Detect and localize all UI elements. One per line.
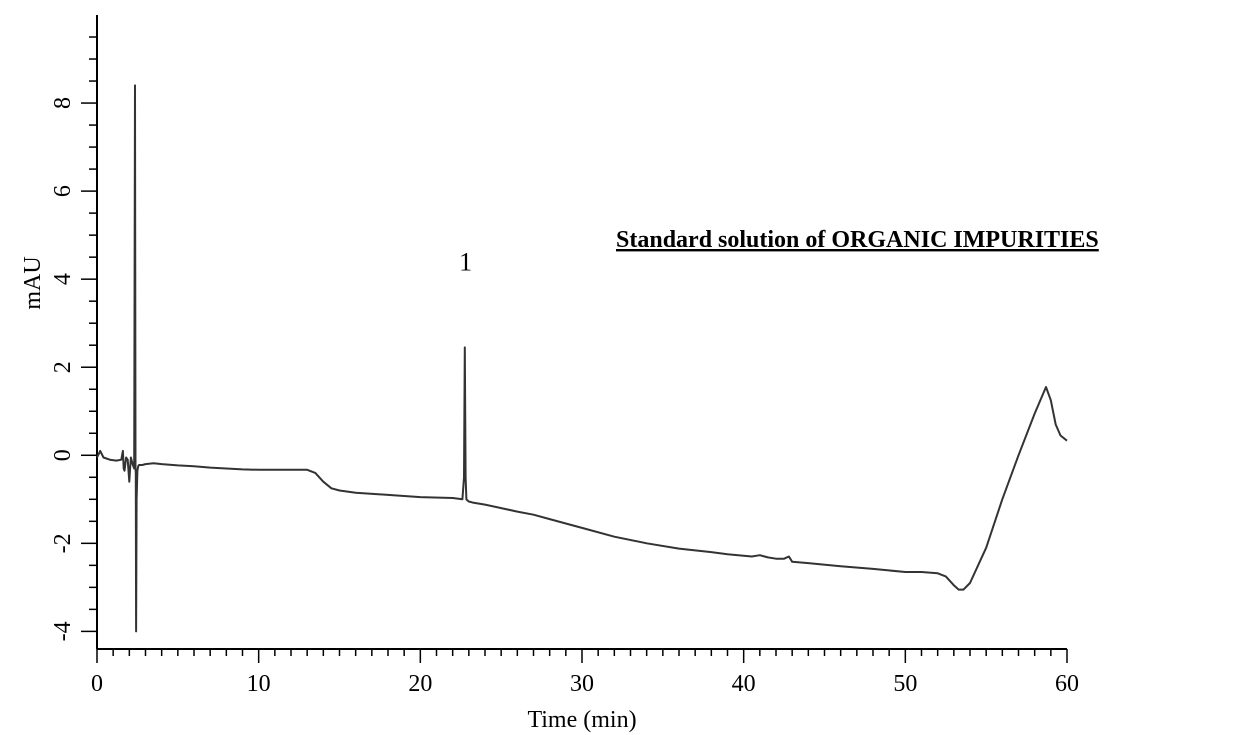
x-tick-label: 0 [91, 671, 103, 697]
x-tick-labels: 0 10 20 30 40 50 60 [91, 671, 1079, 697]
y-tick-label: 8 [50, 97, 76, 109]
y-tick-label: 0 [50, 449, 76, 461]
x-minor-ticks [112, 649, 1052, 656]
x-tick-label: 40 [732, 671, 756, 697]
y-major-ticks [81, 102, 97, 633]
y-tick-labels: -4 -2 0 2 4 6 8 [50, 97, 76, 641]
chromatogram-trace [96, 84, 1068, 633]
x-tick-label: 50 [893, 671, 917, 697]
x-major-ticks [96, 649, 1068, 663]
y-minor-ticks [89, 36, 97, 611]
y-tick-label: 4 [50, 273, 76, 285]
y-tick-label: 2 [50, 361, 76, 373]
x-axis-title: Time (min) [527, 707, 636, 733]
y-axis-title: mAU [20, 256, 46, 309]
y-tick-label: 6 [50, 185, 76, 197]
chart-title: Standard solution of ORGANIC IMPURITIES [616, 227, 1099, 253]
peak-label-1: 1 [459, 248, 472, 277]
y-tick-label: -2 [50, 533, 76, 553]
x-tick-label: 20 [408, 671, 432, 697]
x-tick-label: 10 [247, 671, 271, 697]
y-tick-label: -4 [50, 621, 76, 641]
x-tick-label: 60 [1055, 671, 1079, 697]
x-tick-label: 30 [570, 671, 594, 697]
